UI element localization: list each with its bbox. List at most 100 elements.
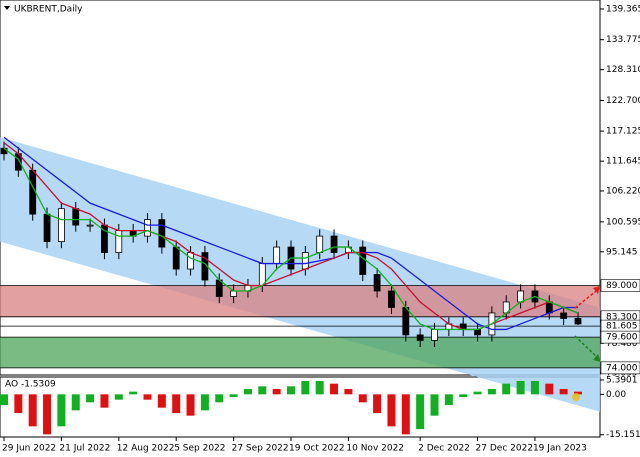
arrow-head [593, 286, 600, 294]
x-tick-label: 5 Sep 2022 [174, 444, 225, 454]
candle-body [29, 169, 37, 215]
layer: 139.365 133.775 128.310 122.700 117.125 111.6… [0, 4, 640, 454]
candle-body [545, 301, 553, 314]
ao-bar [57, 394, 66, 427]
ao-bar [129, 391, 138, 395]
ao-bar [272, 389, 281, 395]
level-label: 74.000 [606, 363, 638, 373]
x-tick-label: 29 Jun 2022 [2, 444, 56, 454]
candle-body [388, 290, 395, 308]
ao-bar [172, 394, 181, 413]
y-tick-label: 100.595 [606, 217, 640, 227]
level-box [600, 330, 640, 344]
ao-bar [487, 389, 496, 395]
ma-line [3, 147, 579, 331]
candle-body [172, 246, 180, 270]
candle-body [86, 224, 94, 227]
candle-body [230, 290, 238, 297]
candle-body [373, 274, 381, 292]
candle-body [273, 246, 281, 264]
ao-bar [114, 394, 123, 400]
ao-bar [215, 394, 224, 403]
x-tick-label: 19 Oct 2022 [289, 444, 345, 454]
candle-body [187, 252, 194, 270]
level-box [600, 279, 640, 292]
ao-bar [315, 381, 324, 395]
y-tick-label: -15.1512 [606, 430, 640, 440]
level-label: 81.605 [606, 322, 638, 332]
level-box [600, 361, 640, 375]
ao-bar [14, 394, 23, 413]
x-tick-label: 2 Dec 2022 [418, 444, 470, 454]
y-tick-label: 139.365 [606, 4, 640, 14]
candle-body [402, 307, 410, 336]
candle-body [72, 208, 80, 226]
ao-bar [0, 394, 8, 405]
ao-bar [430, 394, 439, 416]
signal-dot [572, 393, 580, 401]
ao-bar [229, 394, 238, 397]
candle-body [416, 334, 424, 341]
ao-bar [243, 389, 252, 395]
level-label: 83.300 [606, 312, 638, 322]
ao-bar [157, 394, 166, 408]
x-tick-label: 12 Aug 2022 [117, 444, 175, 454]
ao-bar [574, 391, 582, 395]
ao-bar [473, 391, 482, 395]
ao-label: AO -1.5309 [5, 380, 56, 390]
ao-bar [100, 394, 109, 408]
ao-bar [373, 394, 382, 413]
x-tick-label: 10 Nov 2022 [346, 444, 404, 454]
candle-body [517, 290, 524, 303]
ao-bar [387, 394, 396, 427]
candle-body [301, 252, 309, 270]
ao-bar [530, 381, 539, 395]
candle-body [144, 219, 151, 237]
arrow-head [593, 354, 601, 362]
ao-bar [86, 394, 95, 403]
level-label: 79.600 [606, 333, 638, 343]
y-tick-label: 106.220 [606, 186, 640, 196]
ao-bar [186, 394, 195, 416]
y-tick-label: 78.480 [606, 339, 638, 349]
level-label: 89.000 [606, 281, 638, 291]
ao-bar [416, 394, 425, 429]
ao-bar [545, 383, 554, 395]
candle-body [560, 312, 568, 319]
ao-bar [258, 386, 267, 395]
ao-bar [287, 386, 295, 395]
ao-bar [330, 383, 339, 395]
y-tick-label: 133.775 [606, 35, 640, 45]
candle-body [43, 213, 51, 242]
chart-title: UKBRENT,Daily [14, 5, 83, 15]
ao-bar [200, 394, 209, 411]
ao-bar [301, 381, 310, 395]
candle-body [574, 318, 582, 325]
y-tick-label: 122.700 [606, 96, 640, 106]
x-tick-label: 19 Jan 2023 [533, 444, 587, 454]
y-tick-label: 111.645 [606, 157, 640, 167]
candle-body [58, 208, 65, 242]
ao-bar [358, 394, 367, 403]
x-tick-label: 27 Sep 2022 [232, 444, 289, 454]
candle-body [215, 279, 223, 297]
ao-bar [28, 394, 37, 427]
x-tick-label: 27 Dec 2022 [476, 444, 534, 454]
zone [0, 285, 600, 317]
ao-bar [559, 389, 568, 395]
ao-bar [143, 394, 152, 400]
candle-body [474, 329, 481, 336]
y-tick-label: 95.145 [606, 247, 638, 257]
candle-body [115, 230, 123, 253]
x-tick-label: 21 Jul 2022 [59, 444, 110, 454]
ao-bar [444, 394, 453, 405]
candle-body [330, 235, 338, 253]
y-tick-label: 5.3901 [606, 375, 638, 385]
menu-triangle [4, 6, 10, 10]
ma-line [3, 136, 578, 331]
y-tick-label: 117.125 [606, 127, 640, 137]
zone [0, 337, 600, 368]
ao-bar [401, 394, 410, 435]
ao-panel [0, 376, 601, 438]
